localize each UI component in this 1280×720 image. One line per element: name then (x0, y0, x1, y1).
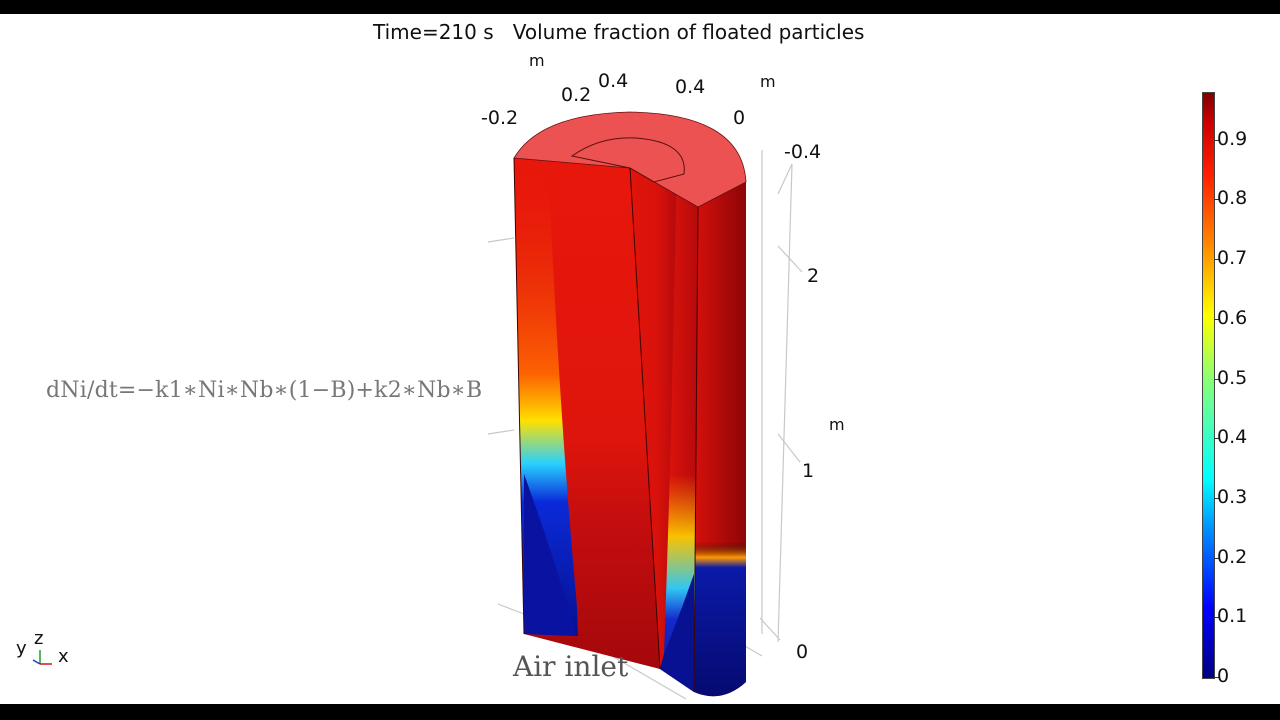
color-legend-tick-label: 0.9 (1217, 127, 1248, 150)
cylinder-plot (487, 111, 803, 700)
x-tick-label: 0.2 (561, 84, 592, 106)
y-tick-label: 0 (733, 107, 746, 129)
y-tick-label: -0.4 (784, 141, 822, 163)
reaction-equation: dNi/dt=−k1∗Ni∗Nb∗(1−B)+k2∗Nb∗B (46, 378, 483, 403)
color-legend-tick (1214, 139, 1219, 141)
color-legend-tick (1214, 617, 1219, 619)
y-axis-unit: m (760, 72, 776, 91)
x-axis-unit: m (529, 51, 545, 70)
z-tick-label: 2 (807, 265, 820, 287)
triad-z-label: z (34, 628, 44, 649)
axis-orientation-triad: y z x (14, 628, 74, 678)
color-legend-tick-label: 0.2 (1217, 545, 1248, 568)
color-legend-tick-label: 0 (1217, 665, 1230, 687)
color-legend-tick (1214, 677, 1219, 678)
color-legend-tick (1214, 259, 1219, 261)
y-tick-label: 0.4 (675, 76, 706, 98)
x-tick-label: -0.2 (481, 107, 519, 129)
z-axis-unit: m (829, 415, 845, 434)
color-legend-tick (1214, 378, 1219, 380)
color-legend-bar (1202, 92, 1215, 679)
color-legend-tick-label: 0.4 (1217, 426, 1248, 449)
color-legend-tick-label: 0.3 (1217, 485, 1248, 508)
axis-grid (487, 150, 803, 700)
color-legend-tick-label: 0.7 (1217, 247, 1248, 270)
color-legend-tick-label: 0.1 (1217, 605, 1248, 628)
color-legend-tick (1214, 438, 1219, 440)
z-tick-label: 0 (796, 641, 809, 663)
color-legend-tick (1214, 497, 1219, 499)
color-legend-tick (1214, 318, 1219, 320)
x-tick-label: 0.4 (598, 70, 629, 92)
z-tick-label: 1 (802, 460, 815, 482)
color-legend-tick (1214, 199, 1219, 201)
color-legend-tick-label: 0.8 (1217, 187, 1248, 210)
air-inlet-label: Air inlet (513, 650, 629, 683)
color-legend-tick-label: 0.6 (1217, 306, 1248, 329)
color-legend-tick-label: 0.5 (1217, 366, 1248, 389)
triad-y-label: y (16, 638, 27, 659)
triad-x-label: x (58, 646, 69, 667)
color-legend-tick (1214, 557, 1219, 559)
plot-title: Time=210 s Volume fraction of floated pa… (373, 20, 865, 44)
plot-area: Time=210 s Volume fraction of floated pa… (0, 14, 1280, 704)
